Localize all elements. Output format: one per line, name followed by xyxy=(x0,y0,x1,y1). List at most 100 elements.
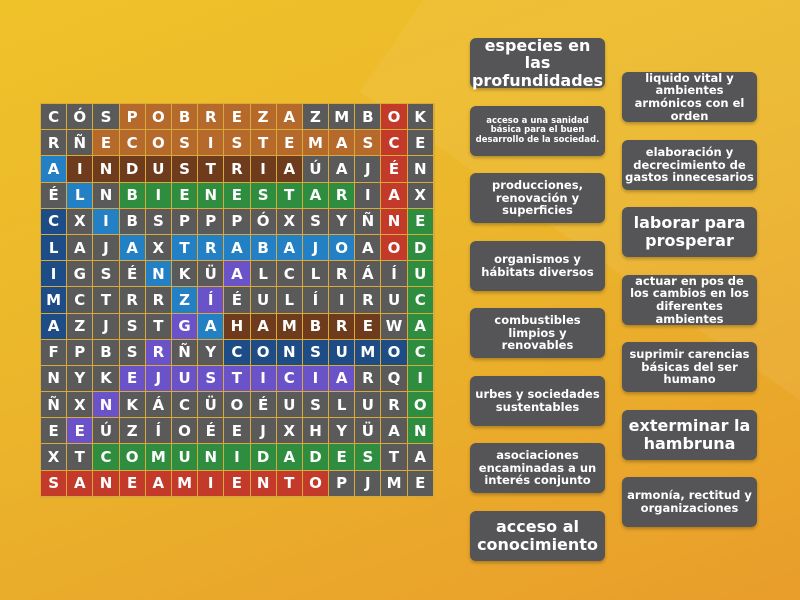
grid-cell[interactable]: R xyxy=(145,339,171,365)
grid-cell[interactable]: N xyxy=(93,156,119,182)
grid-cell[interactable]: J xyxy=(93,313,119,339)
grid-cell[interactable]: J xyxy=(93,234,119,261)
grid-cell[interactable]: S xyxy=(250,182,276,208)
grid-cell[interactable]: R xyxy=(198,104,224,130)
card-3[interactable]: organismos y hábitats diversos xyxy=(470,241,605,291)
card-12[interactable]: suprimir carencias básicas del ser human… xyxy=(622,342,757,392)
grid-cell[interactable]: T xyxy=(276,182,302,208)
grid-cell[interactable]: W xyxy=(381,313,407,339)
grid-cell[interactable]: S xyxy=(355,444,381,470)
grid-cell[interactable]: O xyxy=(407,392,433,418)
grid-cell[interactable]: U xyxy=(145,156,171,182)
grid-cell[interactable]: A xyxy=(145,470,171,496)
grid-cell[interactable]: K xyxy=(119,392,145,418)
grid-cell[interactable]: L xyxy=(41,234,67,261)
card-8[interactable]: liquido vital y ambientes armónicos con … xyxy=(622,71,757,122)
grid-cell[interactable]: R xyxy=(145,287,171,313)
grid-cell[interactable]: Ü xyxy=(198,392,224,418)
grid-cell[interactable]: C xyxy=(41,104,67,130)
grid-cell[interactable]: P xyxy=(198,208,224,234)
grid-cell[interactable]: É xyxy=(250,392,276,418)
grid-cell[interactable]: E xyxy=(276,130,302,156)
grid-cell[interactable]: N xyxy=(145,261,171,287)
grid-cell[interactable]: K xyxy=(171,261,198,287)
grid-cell[interactable]: U xyxy=(381,287,407,313)
grid-cell[interactable]: C xyxy=(276,261,302,287)
grid-cell[interactable]: R xyxy=(355,365,381,392)
grid-cell[interactable]: M xyxy=(145,444,171,470)
card-1[interactable]: acceso a una sanidad básica para el buen… xyxy=(470,106,605,156)
grid-cell[interactable]: R xyxy=(119,287,145,313)
grid-cell[interactable]: R xyxy=(355,287,381,313)
grid-cell[interactable]: S xyxy=(41,470,67,496)
grid-cell[interactable]: Z xyxy=(250,104,276,130)
grid-cell[interactable]: N xyxy=(381,208,407,234)
grid-cell[interactable]: S xyxy=(224,130,250,156)
grid-cell[interactable]: A xyxy=(276,234,302,261)
grid-cell[interactable]: C xyxy=(407,287,433,313)
grid-cell[interactable]: D xyxy=(407,234,433,261)
grid-cell[interactable]: J xyxy=(145,365,171,392)
grid-cell[interactable]: C xyxy=(276,365,302,392)
grid-cell[interactable]: G xyxy=(171,313,198,339)
grid-cell[interactable]: S xyxy=(302,392,329,418)
card-6[interactable]: asociaciones encaminadas a un interés co… xyxy=(470,443,605,493)
grid-cell[interactable]: C xyxy=(119,130,145,156)
grid-cell[interactable]: S xyxy=(145,208,171,234)
grid-cell[interactable]: A xyxy=(67,234,93,261)
grid-cell[interactable]: A xyxy=(224,234,250,261)
grid-cell[interactable]: U xyxy=(276,392,302,418)
grid-cell[interactable]: A xyxy=(250,313,276,339)
grid-cell[interactable]: Ñ xyxy=(355,208,381,234)
grid-cell[interactable]: R xyxy=(329,182,355,208)
grid-cell[interactable]: U xyxy=(355,392,381,418)
grid-cell[interactable]: J xyxy=(250,418,276,444)
grid-cell[interactable]: A xyxy=(407,313,433,339)
grid-cell[interactable]: A xyxy=(355,234,381,261)
grid-cell[interactable]: X xyxy=(41,444,67,470)
grid-cell[interactable]: R xyxy=(41,130,67,156)
grid-cell[interactable]: S xyxy=(93,104,119,130)
card-11[interactable]: actuar en pos de los cambios en los dife… xyxy=(622,274,757,325)
grid-cell[interactable]: N xyxy=(250,470,276,496)
grid-cell[interactable]: T xyxy=(145,313,171,339)
grid-cell[interactable]: N xyxy=(407,418,433,444)
grid-cell[interactable]: S xyxy=(119,339,145,365)
grid-cell[interactable]: S xyxy=(302,208,329,234)
grid-cell[interactable]: S xyxy=(119,313,145,339)
grid-cell[interactable]: B xyxy=(119,182,145,208)
card-13[interactable]: exterminar la hambruna xyxy=(622,410,757,460)
grid-cell[interactable]: N xyxy=(407,156,433,182)
grid-cell[interactable]: L xyxy=(329,392,355,418)
grid-cell[interactable]: E xyxy=(224,470,250,496)
grid-cell[interactable]: Ñ xyxy=(67,130,93,156)
grid-cell[interactable]: I xyxy=(198,470,224,496)
grid-cell[interactable]: A xyxy=(329,130,355,156)
grid-cell[interactable]: T xyxy=(381,444,407,470)
grid-cell[interactable]: N xyxy=(41,365,67,392)
card-2[interactable]: producciones, renovación y superficies xyxy=(470,173,605,223)
grid-cell[interactable]: A xyxy=(41,313,67,339)
grid-cell[interactable]: O xyxy=(171,418,198,444)
grid-cell[interactable]: C xyxy=(224,339,250,365)
grid-cell[interactable]: A xyxy=(41,156,67,182)
grid-cell[interactable]: M xyxy=(355,339,381,365)
grid-cell[interactable]: M xyxy=(381,470,407,496)
card-5[interactable]: urbes y sociedades sustentables xyxy=(470,376,605,426)
grid-cell[interactable]: Í xyxy=(381,261,407,287)
grid-cell[interactable]: C xyxy=(381,130,407,156)
grid-cell[interactable]: S xyxy=(171,156,198,182)
grid-cell[interactable]: L xyxy=(67,182,93,208)
grid-cell[interactable]: É xyxy=(41,182,67,208)
grid-cell[interactable]: C xyxy=(67,287,93,313)
grid-cell[interactable]: Y xyxy=(329,418,355,444)
grid-cell[interactable]: E xyxy=(67,418,93,444)
grid-cell[interactable]: T xyxy=(250,130,276,156)
grid-cell[interactable]: Í xyxy=(145,418,171,444)
grid-cell[interactable]: B xyxy=(355,104,381,130)
grid-cell[interactable]: E xyxy=(407,470,433,496)
grid-cell[interactable]: O xyxy=(381,234,407,261)
grid-cell[interactable]: E xyxy=(355,313,381,339)
grid-cell[interactable]: T xyxy=(67,444,93,470)
grid-cell[interactable]: O xyxy=(119,444,145,470)
